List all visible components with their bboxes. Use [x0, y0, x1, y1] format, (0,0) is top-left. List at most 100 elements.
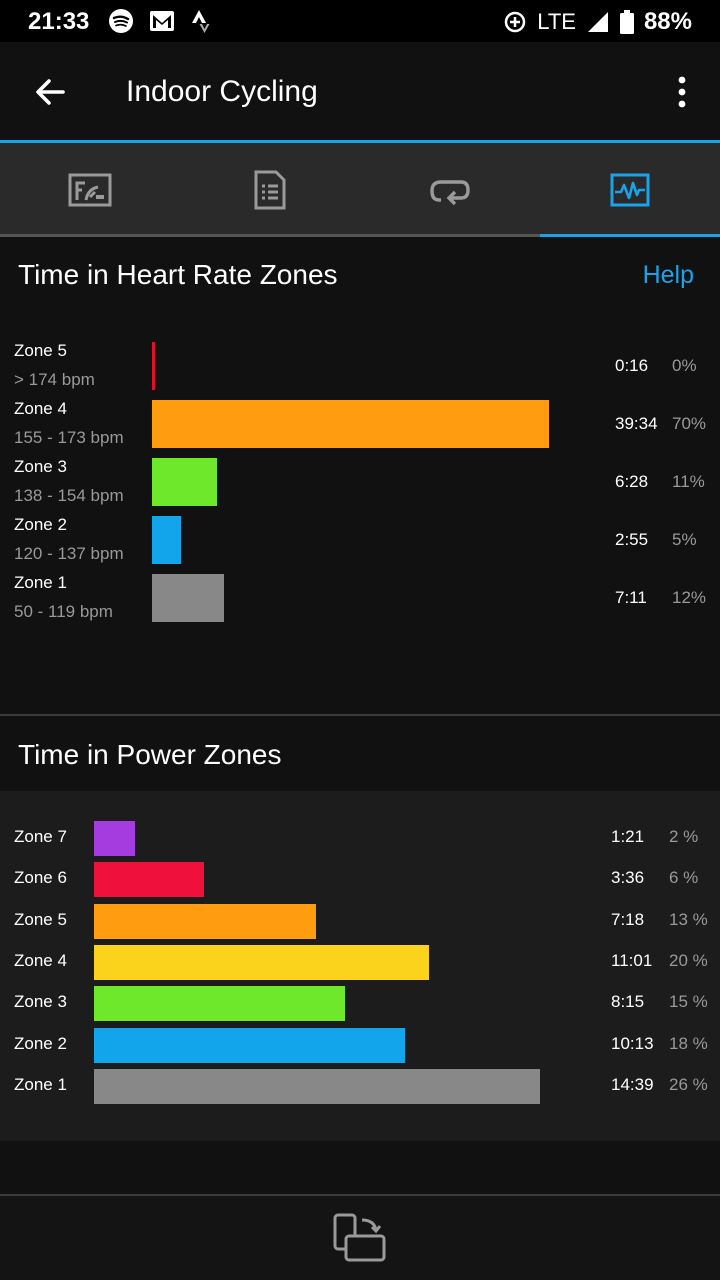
zone-bpm-range: 155 - 173 bpm — [14, 428, 124, 447]
zone-name: Zone 5 — [14, 341, 67, 360]
zone-name: Zone 1 — [14, 573, 67, 592]
zone-bpm-range: > 174 bpm — [14, 370, 95, 389]
tab-underline — [0, 234, 180, 237]
zone-percent: 2 % — [669, 827, 699, 846]
hr-zone-row: Zone 4 155 - 173 bpm 39:34 70% — [0, 399, 720, 457]
loop-arrows-icon — [430, 180, 470, 206]
zone-name: Zone 1 — [14, 1075, 67, 1094]
page-title: Indoor Cycling — [126, 75, 318, 108]
status-right: LTE 88% — [503, 8, 692, 36]
gauge-chart-icon — [68, 173, 112, 207]
zone-bar — [152, 574, 224, 622]
power-section-title: Time in Power Zones — [18, 739, 282, 770]
zone-bar — [94, 945, 429, 980]
zone-name: Zone 4 — [14, 399, 67, 418]
zone-percent: 20 % — [669, 951, 708, 970]
heart-rate-pulse-icon — [610, 173, 650, 207]
zone-bpm-range: 120 - 137 bpm — [14, 544, 124, 563]
zone-time: 8:15 — [611, 992, 645, 1011]
zone-time: 7:18 — [611, 910, 645, 929]
document-list-icon — [254, 170, 286, 210]
zone-time: 39:34 — [615, 414, 658, 433]
zone-name: Zone 3 — [14, 457, 67, 476]
spotify-icon — [109, 9, 133, 33]
zone-percent: 13 % — [669, 910, 708, 929]
tab-underline — [360, 234, 540, 237]
power-zone-row: Zone 6 3:36 6 % — [0, 862, 720, 898]
power-zone-row: Zone 1 14:39 26 % — [0, 1069, 720, 1105]
zone-bar — [94, 862, 204, 897]
data-saver-icon — [504, 11, 526, 33]
bottom-divider — [0, 1194, 720, 1196]
power-zone-row: Zone 7 1:21 2 % — [0, 821, 720, 857]
zone-name: Zone 5 — [14, 910, 67, 929]
battery-icon — [619, 10, 634, 34]
hr-zone-row: Zone 2 120 - 137 bpm 2:55 5% — [0, 515, 720, 573]
tab-underline — [540, 234, 720, 237]
zone-bpm-range: 50 - 119 bpm — [14, 602, 113, 621]
tab-overview[interactable] — [0, 143, 180, 237]
power-zones-section: Zone 7 1:21 2 % Zone 6 3:36 6 % Zone 5 7:18 13 %… — [0, 791, 720, 1141]
zone-time: 11:01 — [611, 951, 653, 970]
power-zone-row: Zone 4 11:01 20 % — [0, 945, 720, 981]
back-arrow-icon[interactable] — [30, 72, 70, 112]
zone-bar — [152, 458, 217, 506]
zone-time: 6:28 — [615, 472, 649, 491]
notification-icons — [108, 8, 212, 34]
zone-bpm-range: 138 - 154 bpm — [14, 486, 124, 505]
tab-zones[interactable] — [540, 143, 720, 237]
zone-bar — [94, 1028, 405, 1063]
app-bar: Indoor Cycling — [0, 42, 720, 140]
zone-percent: 15 % — [669, 992, 708, 1011]
power-zone-row: Zone 3 8:15 15 % — [0, 986, 720, 1022]
zone-name: Zone 3 — [14, 992, 67, 1011]
section-divider — [0, 714, 720, 716]
hr-zone-row: Zone 5 > 174 bpm 0:16 0% — [0, 341, 720, 399]
zone-time: 14:39 — [611, 1075, 654, 1094]
zone-time: 3:36 — [611, 868, 645, 887]
zone-bar — [94, 1069, 540, 1104]
zone-percent: 5% — [672, 530, 697, 549]
strava-icon — [192, 10, 210, 33]
rotate-screen-icon[interactable] — [332, 1212, 388, 1264]
zone-bar — [152, 400, 549, 448]
zone-percent: 18 % — [669, 1034, 708, 1053]
app-bar-accent-line — [0, 140, 720, 143]
zone-name: Zone 6 — [14, 868, 67, 887]
zone-time: 7:11 — [615, 588, 647, 607]
status-time: 21:33 — [28, 8, 90, 35]
zone-bar — [94, 986, 345, 1021]
tab-stats[interactable] — [180, 143, 360, 237]
zone-percent: 12% — [672, 588, 707, 607]
tab-bar — [0, 143, 720, 237]
zone-bar — [152, 342, 155, 390]
signal-icon — [587, 12, 608, 32]
battery-percent: 88% — [643, 8, 692, 35]
network-type: LTE — [537, 9, 576, 34]
zone-percent: 6 % — [669, 868, 699, 887]
status-bar: 21:33 LTE 88% — [0, 0, 720, 42]
zone-bar — [152, 516, 181, 564]
tab-laps[interactable] — [360, 143, 540, 237]
zone-percent: 0% — [672, 356, 697, 375]
heart-rate-zones-section: Time in Heart Rate Zones Help Zone 5 > 17… — [0, 237, 720, 715]
zone-percent: 70% — [672, 414, 707, 433]
zone-name: Zone 2 — [14, 515, 67, 534]
zone-bar — [94, 821, 135, 856]
zone-time: 0:16 — [615, 356, 649, 375]
zone-percent: 26 % — [669, 1075, 708, 1094]
zone-percent: 11% — [672, 472, 705, 491]
hr-zone-row: Zone 3 138 - 154 bpm 6:28 11% — [0, 457, 720, 515]
zone-time: 10:13 — [611, 1034, 654, 1053]
more-options-icon[interactable] — [668, 72, 696, 112]
zone-name: Zone 2 — [14, 1034, 67, 1053]
help-link[interactable]: Help — [642, 261, 694, 289]
gmail-icon — [150, 11, 174, 31]
power-zone-row: Zone 2 10:13 18 % — [0, 1028, 720, 1064]
zone-bar — [94, 904, 316, 939]
zone-name: Zone 7 — [14, 827, 67, 846]
zone-name: Zone 4 — [14, 951, 67, 970]
zone-time: 1:21 — [611, 827, 645, 846]
power-zones-header: Time in Power Zones — [0, 717, 720, 791]
bottom-bar — [0, 1196, 720, 1280]
